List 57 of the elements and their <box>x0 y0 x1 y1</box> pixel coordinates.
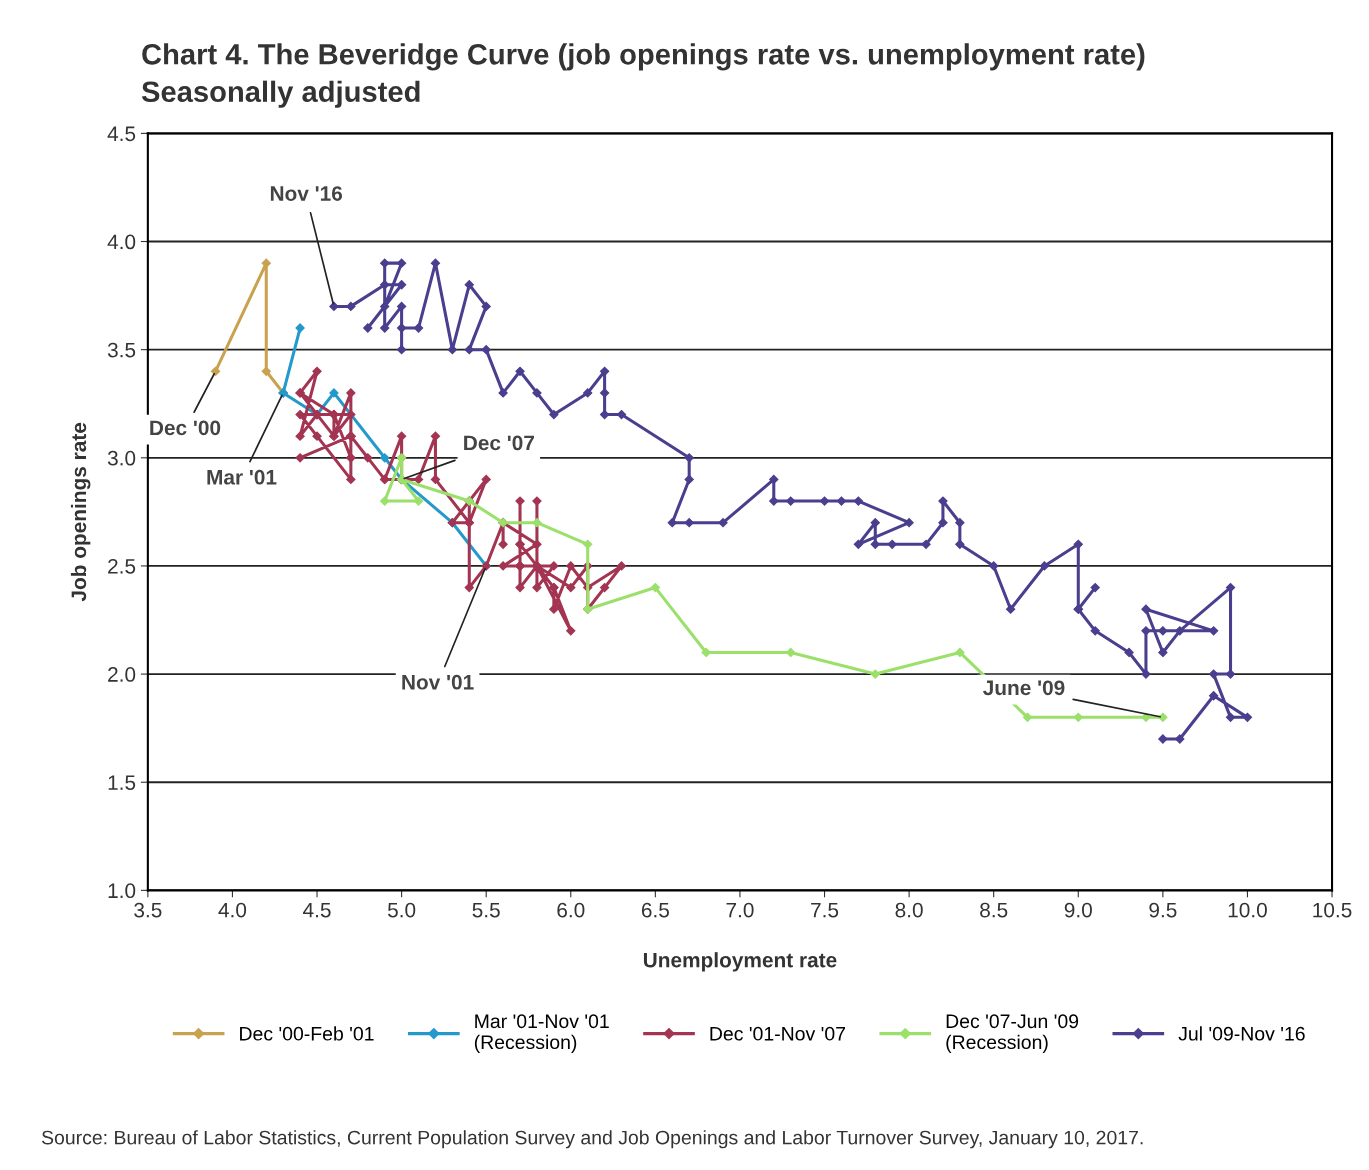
point <box>380 496 390 506</box>
x-tick-label: 10.0 <box>1228 902 1267 918</box>
point <box>1141 712 1151 722</box>
x-tick-label: 9.5 <box>1149 902 1177 918</box>
annotation: Mar '01 <box>207 469 277 485</box>
point <box>380 453 390 463</box>
source-note: Source: Bureau of Labor Statistics, Current Population Survey and Job Openings and Labor Turnover Survey, January 10, 2017. <box>41 1130 1143 1149</box>
chart-title: Chart 4. The Beveridge Curve (job openings rate vs. unemployment rate) <box>142 43 1145 71</box>
x-axis-title: Unemployment rate <box>643 952 837 972</box>
legend-label: Dec '00-Feb '01 <box>240 1026 374 1041</box>
x-tick-label: 10.5 <box>1313 902 1352 918</box>
point <box>650 582 660 593</box>
annotation: June '09 <box>983 680 1065 696</box>
annotation: Nov '16 <box>270 186 343 201</box>
y-tick-label: 4.0 <box>107 234 136 250</box>
x-tick-label: 7.5 <box>811 902 839 918</box>
y-axis-title: Job openings rate <box>70 422 91 602</box>
annotation: Dec '07 <box>464 435 534 451</box>
x-tick-label: 7.0 <box>726 902 754 918</box>
y-tick-label: 2.5 <box>108 558 136 574</box>
x-tick-label: 4.5 <box>303 902 331 918</box>
y-tick-label: 1.0 <box>108 883 136 899</box>
y-tick-label: 4.5 <box>107 126 136 142</box>
point <box>261 258 271 268</box>
x-tick-label: 6.5 <box>641 902 669 918</box>
x-tick-label: 8.0 <box>895 902 923 918</box>
x-tick-label: 9.0 <box>1064 902 1092 918</box>
point <box>1022 712 1033 722</box>
y-tick-label: 3.5 <box>107 342 136 358</box>
chart-subtitle: Seasonally adjusted <box>141 80 420 108</box>
point <box>261 366 271 376</box>
x-tick-label: 5.5 <box>472 902 500 918</box>
x-tick-label: 4.0 <box>218 902 247 918</box>
point <box>413 496 424 506</box>
annotation: Nov '01 <box>402 674 474 690</box>
x-tick-label: 8.5 <box>980 902 1008 918</box>
x-tick-label: 3.5 <box>134 902 162 918</box>
y-tick-label: 2.0 <box>108 667 136 682</box>
point <box>786 647 796 658</box>
y-tick-label: 1.5 <box>108 775 136 790</box>
point <box>701 647 711 658</box>
point <box>1073 712 1083 722</box>
point <box>295 323 305 333</box>
annotation: Dec '00 <box>150 420 221 436</box>
x-tick-label: 5.0 <box>387 902 416 918</box>
x-tick-label: 6.0 <box>557 902 585 918</box>
legend-label: Dec '07-Jun '09 (Recession) <box>946 1014 1079 1053</box>
point <box>329 388 339 398</box>
legend-label: Mar '01-Nov '01 (Recession) <box>474 1014 609 1053</box>
point <box>532 518 542 528</box>
point <box>583 539 593 549</box>
legend-label: Dec '01-Nov '07 <box>710 1026 845 1041</box>
legend-label: Jul '09-Nov '16 <box>1178 1026 1305 1041</box>
y-tick-label: 3.0 <box>107 450 136 466</box>
point <box>870 669 880 679</box>
point <box>955 647 965 658</box>
point <box>210 366 221 376</box>
